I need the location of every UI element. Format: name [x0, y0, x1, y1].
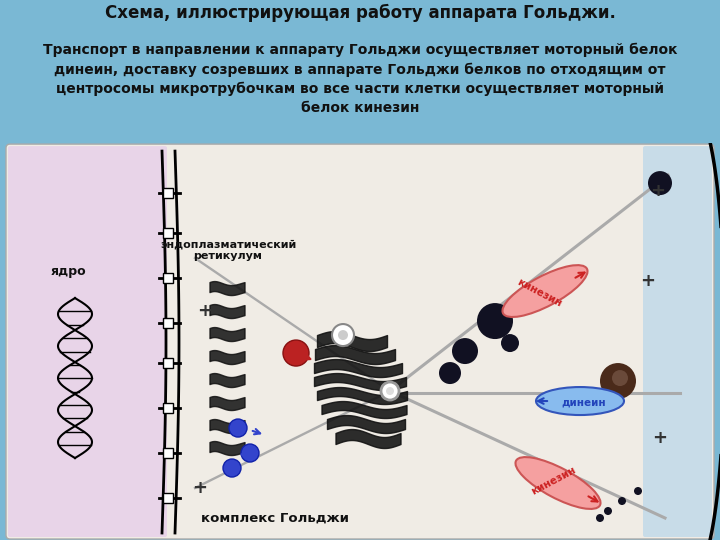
Circle shape: [612, 370, 628, 386]
Text: Транспорт в направлении к аппарату Гольджи осуществляет моторный белок
динеин, д: Транспорт в направлении к аппарату Гольд…: [42, 43, 678, 115]
Bar: [163, 403, 173, 413]
Bar: [163, 448, 173, 458]
Circle shape: [618, 497, 626, 505]
Ellipse shape: [503, 265, 588, 317]
Bar: [163, 493, 173, 503]
Text: кинезин: кинезин: [515, 277, 563, 309]
Circle shape: [229, 419, 247, 437]
Circle shape: [452, 338, 478, 364]
Circle shape: [283, 340, 309, 366]
Circle shape: [634, 487, 642, 495]
FancyBboxPatch shape: [643, 146, 712, 537]
Circle shape: [223, 459, 241, 477]
FancyBboxPatch shape: [8, 146, 167, 537]
Circle shape: [241, 444, 259, 462]
Ellipse shape: [516, 457, 600, 509]
Bar: [163, 228, 173, 238]
Bar: [163, 273, 173, 283]
Text: динеин: динеин: [562, 397, 606, 407]
Bar: [163, 318, 173, 328]
Circle shape: [381, 382, 399, 400]
Ellipse shape: [536, 387, 624, 415]
Text: ядро: ядро: [50, 265, 86, 278]
Text: +: +: [197, 302, 212, 320]
Bar: [163, 188, 173, 198]
Circle shape: [648, 171, 672, 195]
FancyBboxPatch shape: [6, 144, 714, 539]
Text: кинезин: кинезин: [529, 465, 577, 497]
Text: +: +: [641, 272, 655, 290]
Circle shape: [604, 507, 612, 515]
Circle shape: [501, 334, 519, 352]
Text: +: +: [652, 429, 667, 447]
Circle shape: [477, 303, 513, 339]
Circle shape: [600, 363, 636, 399]
Circle shape: [386, 387, 394, 395]
Circle shape: [586, 494, 594, 502]
Circle shape: [332, 324, 354, 346]
Text: +: +: [650, 182, 665, 200]
Bar: [163, 358, 173, 368]
Circle shape: [338, 330, 348, 340]
Text: эндоплазматический
ретикулум: эндоплазматический ретикулум: [160, 239, 296, 261]
Circle shape: [439, 362, 461, 384]
Text: Схема, иллюстрирующая работу аппарата Гольджи.: Схема, иллюстрирующая работу аппарата Го…: [104, 4, 616, 23]
Text: комплекс Гольджи: комплекс Гольджи: [201, 511, 349, 524]
Text: +: +: [192, 479, 207, 497]
Circle shape: [596, 514, 604, 522]
